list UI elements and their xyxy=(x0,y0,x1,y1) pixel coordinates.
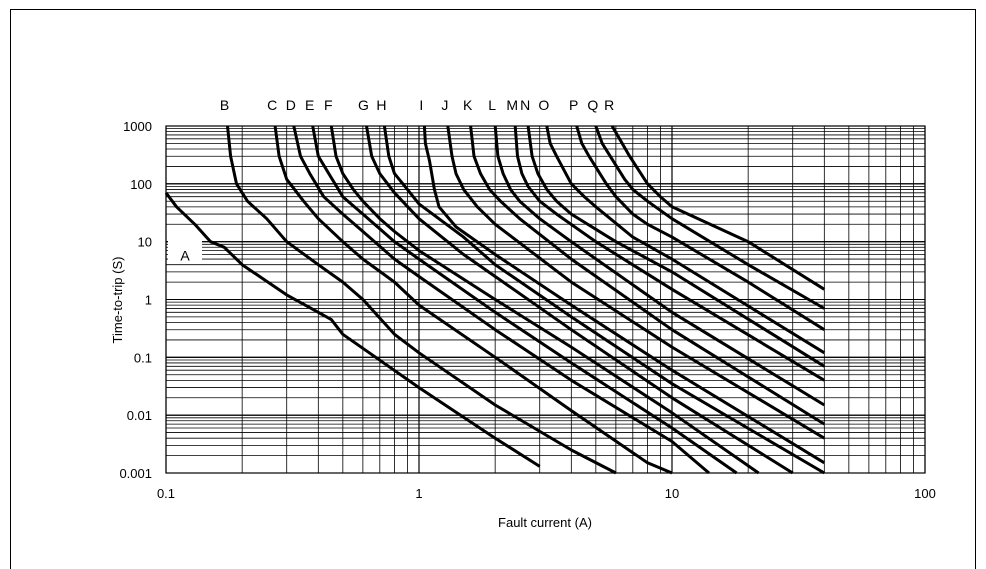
curve-c xyxy=(273,125,673,475)
curve-r xyxy=(610,125,826,291)
curve-k xyxy=(469,125,826,426)
y-tick-label: 1000 xyxy=(123,119,152,134)
curve-label-q: Q xyxy=(587,97,598,113)
curve-o xyxy=(545,125,826,355)
tick-labels: 0.1 1 10 100 0.001 0.01 0.1 1 10 100 1000 xyxy=(119,119,935,501)
x-tick-label: 100 xyxy=(914,486,936,501)
curve-label-e: E xyxy=(305,97,314,113)
curve-label-k: K xyxy=(463,97,473,113)
curve-label-b: B xyxy=(220,97,229,113)
curves xyxy=(164,125,826,475)
curve-label-j: J xyxy=(441,97,448,113)
curve-n xyxy=(526,125,826,368)
curve-label-n: N xyxy=(520,97,530,113)
curve-g xyxy=(365,125,794,475)
curve-label-m: M xyxy=(506,97,518,113)
curve-a xyxy=(164,191,541,468)
curve-d xyxy=(292,125,710,475)
curve-label-i: I xyxy=(419,97,423,113)
curve-label-o: O xyxy=(538,97,549,113)
y-tick-label: 10 xyxy=(138,235,152,250)
y-tick-label: 1 xyxy=(145,293,152,308)
y-axis-label: Time-to-trip (S) xyxy=(110,257,125,344)
y-tick-label: 0.1 xyxy=(134,350,152,365)
x-axis-label: Fault current (A) xyxy=(498,515,592,530)
label-a-box xyxy=(168,235,202,264)
curve-m xyxy=(513,125,826,382)
y-tick-label: 0.001 xyxy=(119,466,152,481)
chart-frame xyxy=(10,9,976,569)
curve-q xyxy=(594,125,826,310)
curve-label-p: P xyxy=(569,97,578,113)
curve-label-l: L xyxy=(488,97,496,113)
curve-label-a: A xyxy=(180,248,190,264)
curve-i xyxy=(422,125,826,465)
curve-label-g: G xyxy=(358,97,369,113)
curve-label-r: R xyxy=(604,97,614,113)
curve-label-d: D xyxy=(286,97,296,113)
curve-p xyxy=(575,125,826,331)
curve-e xyxy=(311,125,738,475)
curve-l xyxy=(493,125,826,407)
x-tick-label: 0.1 xyxy=(157,486,175,501)
curve-label-h: H xyxy=(376,97,386,113)
x-tick-label: 10 xyxy=(665,486,679,501)
curve-b xyxy=(226,125,617,475)
curve-h xyxy=(382,125,826,475)
y-tick-label: 0.01 xyxy=(127,408,152,423)
y-tick-label: 100 xyxy=(130,177,152,192)
curve-label-f: F xyxy=(324,97,333,113)
curve-f xyxy=(329,125,760,475)
curve-labels: A B C D E F G H I J K L M N O P Q R xyxy=(180,97,614,264)
x-tick-label: 1 xyxy=(415,486,422,501)
curve-label-c: C xyxy=(267,97,277,113)
plot-border xyxy=(165,125,926,474)
curve-j xyxy=(446,125,826,440)
